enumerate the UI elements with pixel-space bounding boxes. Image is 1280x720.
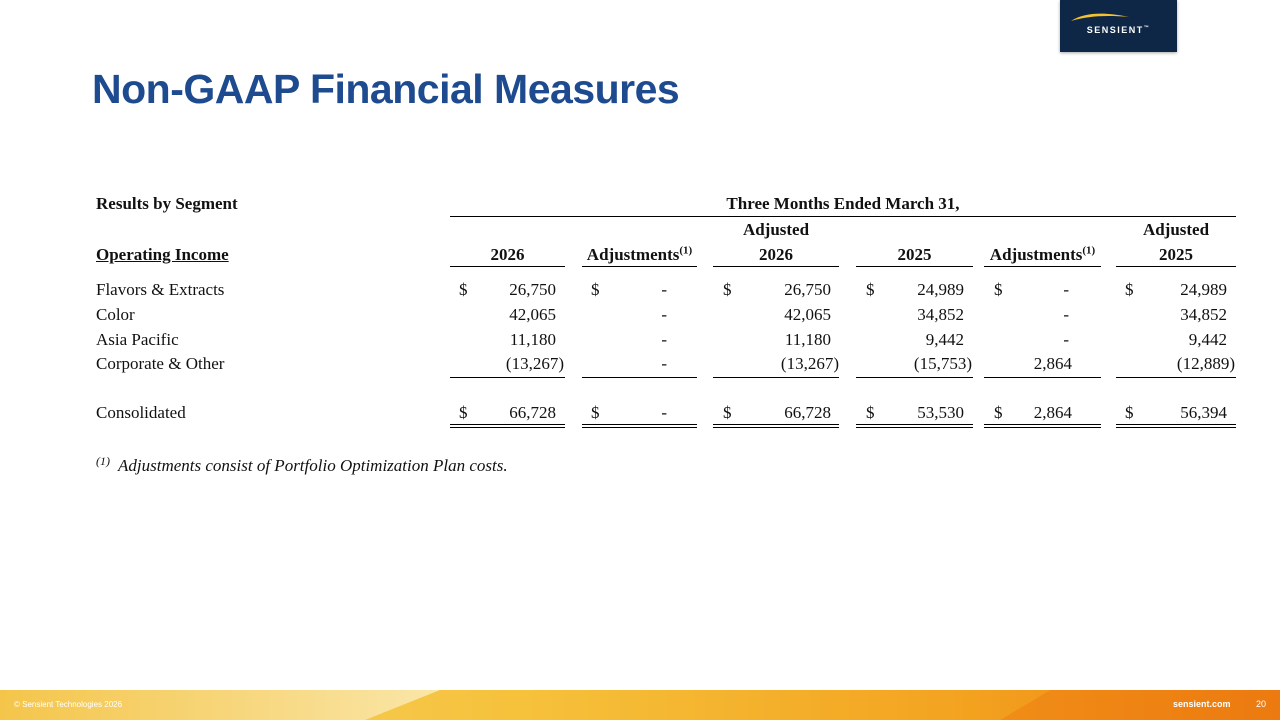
table-cell: 26,750 [509,280,556,299]
table-cell: 9,442 [925,330,964,349]
table-cell: 42,065 [784,305,831,324]
subtotal-rule [1116,377,1236,378]
total-cell: 56,394 [1180,403,1227,422]
table-cell: 34,852 [1180,305,1227,324]
table-cell: 11,180 [509,330,556,349]
table-cell: (15,753) [913,354,972,373]
column-header-label: Adjustments [586,245,680,264]
table-cell: - [661,354,667,373]
sensient-logo: SENSIENT™ [1060,0,1177,52]
column-header-label: 2025 [1159,245,1193,264]
currency-symbol: $ [994,403,1003,422]
column-header-label: 2025 [897,245,932,264]
total-cell: 66,728 [509,403,556,422]
currency-symbol: $ [459,403,468,422]
subtotal-rule [984,377,1101,378]
table-cell: 34,852 [917,305,964,324]
currency-symbol: $ [459,280,468,299]
row-label: Flavors & Extracts [96,280,225,299]
footer-bar: © Sensient Technologies 2026 sensient.co… [0,690,1280,720]
total-cell: 2,864 [1033,403,1072,422]
column-header-note: (1) [1082,244,1096,257]
table-cell: 9,442 [1188,330,1227,349]
table-cell: 11,180 [784,330,831,349]
footer-accent-left [0,690,440,720]
row-header: Operating Income [96,245,229,264]
table-cell: - [1063,305,1069,324]
column-header-label: 2026 [490,245,525,264]
column-header-rule [450,266,565,267]
column-header-rule [856,266,973,267]
footer-website-link[interactable]: sensient.com [1173,699,1231,709]
total-label: Consolidated [96,403,186,422]
table-cell: (13,267) [505,354,564,373]
row-label: Corporate & Other [96,354,225,373]
column-header-label: Adjustments [989,245,1083,264]
column-header: 2026 [713,245,839,265]
column-header: Adjustments(1) [984,245,1101,265]
table-cell: 24,989 [1180,280,1227,299]
section-label: Results by Segment [96,194,238,213]
total-cell: 53,530 [917,403,964,422]
table-cell: - [1063,330,1069,349]
column-header-note: (1) [679,244,693,257]
column-header-rule [582,266,697,267]
currency-symbol: $ [866,403,875,422]
subtotal-rule [582,377,697,378]
page-title: Non-GAAP Financial Measures [92,66,680,112]
total-double-rule [713,424,839,428]
currency-symbol: $ [866,280,875,299]
row-label: Color [96,305,135,324]
subtotal-rule [713,377,839,378]
table-cell: (12,889) [1176,354,1235,373]
footer-copyright: © Sensient Technologies 2026 [14,700,123,709]
table-cell: - [661,330,667,349]
period-header-rule [450,216,1236,217]
page-number: 20 [1256,699,1267,709]
column-header-top: Adjusted [1142,220,1210,239]
footnote-marker: (1) [96,454,110,468]
column-header: Adjustments(1) [582,245,697,265]
table-cell: 42,065 [509,305,556,324]
total-cell: 66,728 [784,403,831,422]
currency-symbol: $ [591,403,600,422]
logo-swoosh-icon [1071,13,1129,21]
total-double-rule [450,424,565,428]
column-header: 2025 [856,245,973,265]
total-double-rule [1116,424,1236,428]
column-header-top: Adjusted [742,220,810,239]
footer-accent-right [1000,690,1280,720]
column-header: 2026 [450,245,565,265]
total-double-rule [856,424,973,428]
table-cell: (13,267) [780,354,839,373]
table-cell: 2,864 [1033,354,1072,373]
column-header: 2025 [1116,245,1236,265]
table-cell: - [661,280,667,299]
currency-symbol: $ [723,403,732,422]
footnote-text: Adjustments consist of Portfolio Optimiz… [118,456,508,475]
currency-symbol: $ [1125,403,1134,422]
total-double-rule [984,424,1101,428]
table-cell: 26,750 [784,280,831,299]
column-header-label: 2026 [759,245,793,264]
subtotal-rule [856,377,973,378]
table-cell: - [661,305,667,324]
column-header-rule [984,266,1101,267]
logo-wordmark: SENSIENT™ [1086,25,1151,35]
table-cell: - [1063,280,1069,299]
column-header-rule [1116,266,1236,267]
currency-symbol: $ [1125,280,1134,299]
currency-symbol: $ [723,280,732,299]
table-cell: 24,989 [917,280,964,299]
total-cell: - [661,403,667,422]
column-header-rule [713,266,839,267]
period-header: Three Months Ended March 31, [726,194,960,213]
footnote: (1) Adjustments consist of Portfolio Opti… [96,454,508,476]
row-label: Asia Pacific [96,330,179,349]
currency-symbol: $ [994,280,1003,299]
total-double-rule [582,424,697,428]
currency-symbol: $ [591,280,600,299]
subtotal-rule [450,377,565,378]
